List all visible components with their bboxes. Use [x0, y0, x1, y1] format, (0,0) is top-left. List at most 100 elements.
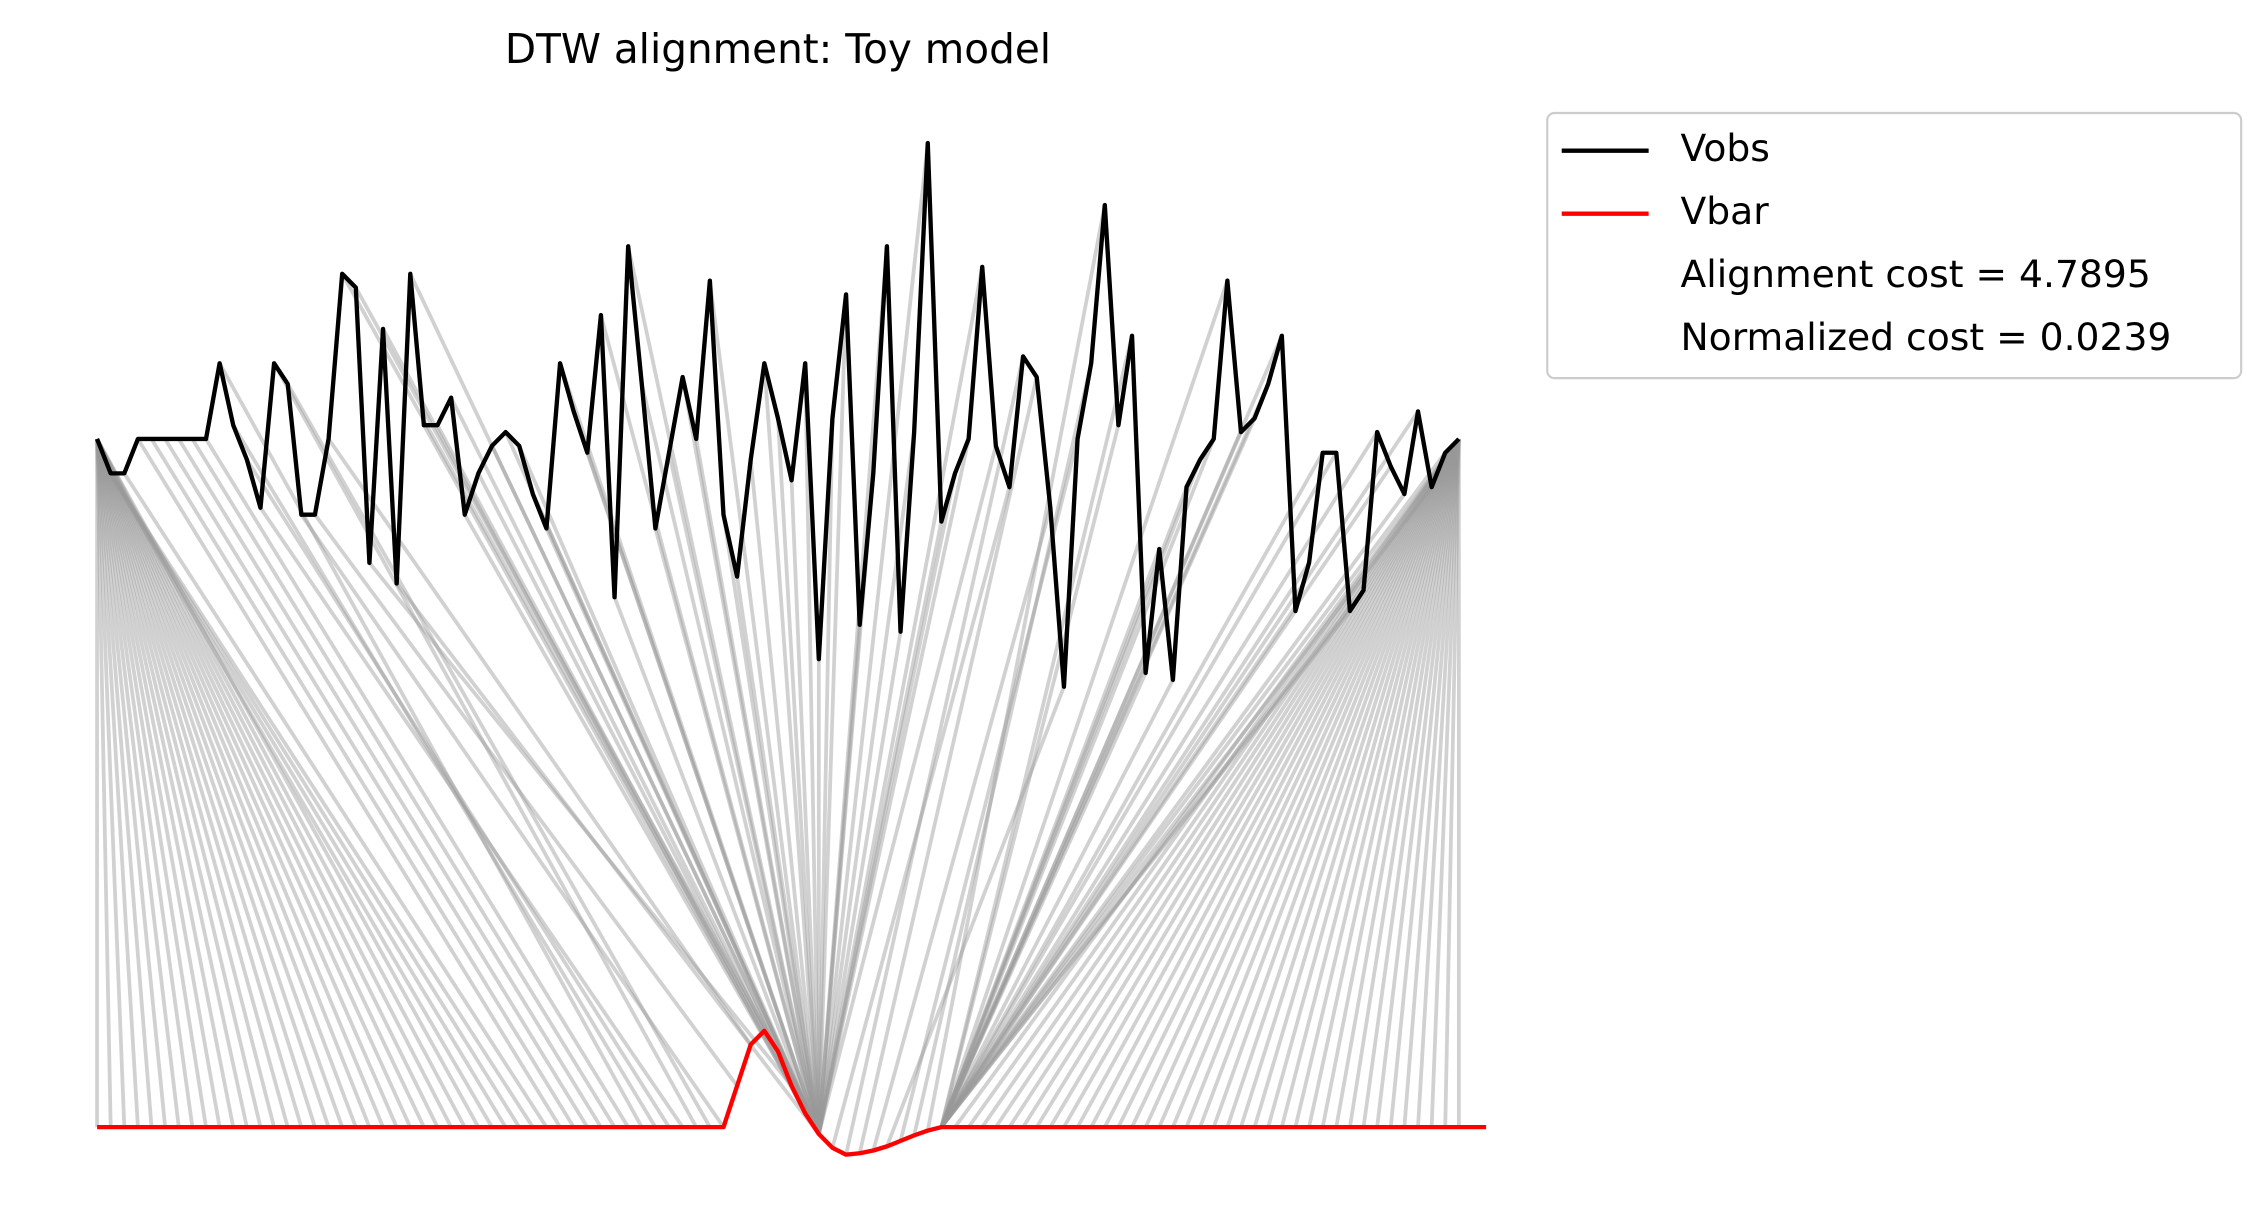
- alignment-line: [1089, 438, 1461, 1129]
- alignment-line: [1171, 438, 1461, 1128]
- alignment-line: [735, 576, 821, 1135]
- legend-label: Vobs: [1681, 126, 1770, 170]
- alignment-line: [1062, 438, 1461, 1129]
- alignment-line: [816, 246, 889, 1135]
- alignment-line: [816, 294, 848, 1135]
- alignment-line: [1198, 438, 1461, 1128]
- alignment-line: [422, 424, 821, 1135]
- alignment-line: [109, 472, 535, 1129]
- alignment-line: [204, 437, 630, 1129]
- alignment-line: [544, 527, 821, 1135]
- alignment-line: [435, 424, 821, 1135]
- alignment-line: [272, 362, 698, 1129]
- alignment-line: [939, 280, 1230, 1128]
- alignment-line: [190, 437, 617, 1129]
- alignment-line: [1143, 438, 1461, 1128]
- series-lines: [95, 140, 1487, 1157]
- alignment-line: [1375, 438, 1461, 1128]
- alignment-line: [245, 458, 671, 1129]
- alignment-line: [395, 582, 821, 1136]
- alignment-line: [1239, 438, 1461, 1128]
- alignment-line: [816, 445, 998, 1135]
- alignment-line: [994, 437, 1461, 1129]
- alignment-line: [1361, 438, 1461, 1128]
- alignment-line: [109, 472, 521, 1129]
- alignment-line: [1402, 438, 1461, 1128]
- alignment-line: [449, 396, 821, 1135]
- alignment-line: [612, 596, 821, 1135]
- alignment-line: [939, 678, 1175, 1128]
- alignment-line: [789, 480, 821, 1135]
- alignment-line: [1388, 438, 1461, 1128]
- alignment-line: [381, 327, 807, 1115]
- alignment-line: [1048, 438, 1461, 1129]
- alignment-line: [1157, 438, 1461, 1128]
- alignment-line: [898, 438, 1080, 1142]
- alignment-line: [95, 438, 385, 1128]
- alignment-line: [313, 513, 739, 1087]
- alignment-line: [95, 438, 249, 1128]
- alignment-line: [1130, 438, 1461, 1128]
- alignment-line: [95, 438, 317, 1128]
- alignment-line: [95, 438, 344, 1128]
- alignment-line: [939, 424, 1121, 1128]
- alignment-line: [95, 438, 304, 1128]
- alignment-line: [939, 438, 1216, 1128]
- alignment-line: [1320, 438, 1461, 1128]
- alignment-line: [1211, 438, 1461, 1128]
- alignment-line: [1184, 438, 1461, 1128]
- alignment-line: [939, 335, 1134, 1128]
- alignment-line: [939, 431, 1243, 1128]
- alignment-line: [939, 335, 1284, 1128]
- series-line: [97, 1028, 1487, 1157]
- alignment-line: [463, 513, 821, 1135]
- alignment-line: [939, 486, 1189, 1128]
- alignment-line: [816, 266, 985, 1135]
- alignment-line: [149, 437, 576, 1129]
- alignment-line: [1307, 438, 1461, 1128]
- alignment-line: [939, 417, 1257, 1128]
- alignment-line: [939, 451, 1325, 1129]
- alignment-line: [571, 410, 821, 1135]
- alignment-line: [599, 314, 821, 1135]
- alignment-line: [109, 472, 508, 1129]
- alignment-line: [95, 438, 222, 1128]
- alignment-line: [1035, 437, 1461, 1129]
- legend: Vobs Vbar Alignment cost = 4.7895 Normalize…: [1546, 111, 2243, 380]
- alignment-line: [776, 418, 821, 1135]
- alignment-line: [939, 410, 1420, 1129]
- alignment-line: [95, 438, 481, 1129]
- alignment-line: [95, 438, 195, 1128]
- alignment-line: [1280, 438, 1461, 1128]
- alignment-line: [1293, 438, 1461, 1128]
- alignment-line: [1103, 438, 1461, 1128]
- alignment-line: [95, 438, 331, 1128]
- alignment-line: [95, 438, 236, 1128]
- alignment-line: [122, 472, 549, 1129]
- alignment-line: [1021, 437, 1461, 1129]
- alignment-line: [476, 472, 821, 1135]
- legend-box: [1546, 111, 2243, 380]
- alignment-line: [939, 609, 1297, 1129]
- alignment-line: [816, 631, 903, 1135]
- alignment-line: [939, 609, 1352, 1129]
- alignment-line: [163, 437, 589, 1129]
- alignment-line: [1075, 438, 1461, 1129]
- alignment-line: [721, 514, 821, 1135]
- alignment-line: [95, 438, 208, 1128]
- alignment-line: [939, 431, 1379, 1129]
- alignment-line: [708, 280, 821, 1135]
- alignment-line: [816, 142, 930, 1135]
- alignment-line: [490, 445, 821, 1135]
- alignment-line: [1007, 437, 1461, 1129]
- alignment-line: [95, 438, 127, 1128]
- alignment-line: [531, 493, 821, 1135]
- alignment-line: [95, 438, 113, 1128]
- alignment-line: [408, 273, 821, 1135]
- alignment-line: [980, 437, 1461, 1129]
- alignment-line: [95, 438, 140, 1128]
- alignment-line: [939, 492, 1406, 1129]
- alignment-line: [95, 438, 372, 1128]
- alignment-line: [694, 438, 821, 1135]
- alignment-line: [939, 465, 1393, 1129]
